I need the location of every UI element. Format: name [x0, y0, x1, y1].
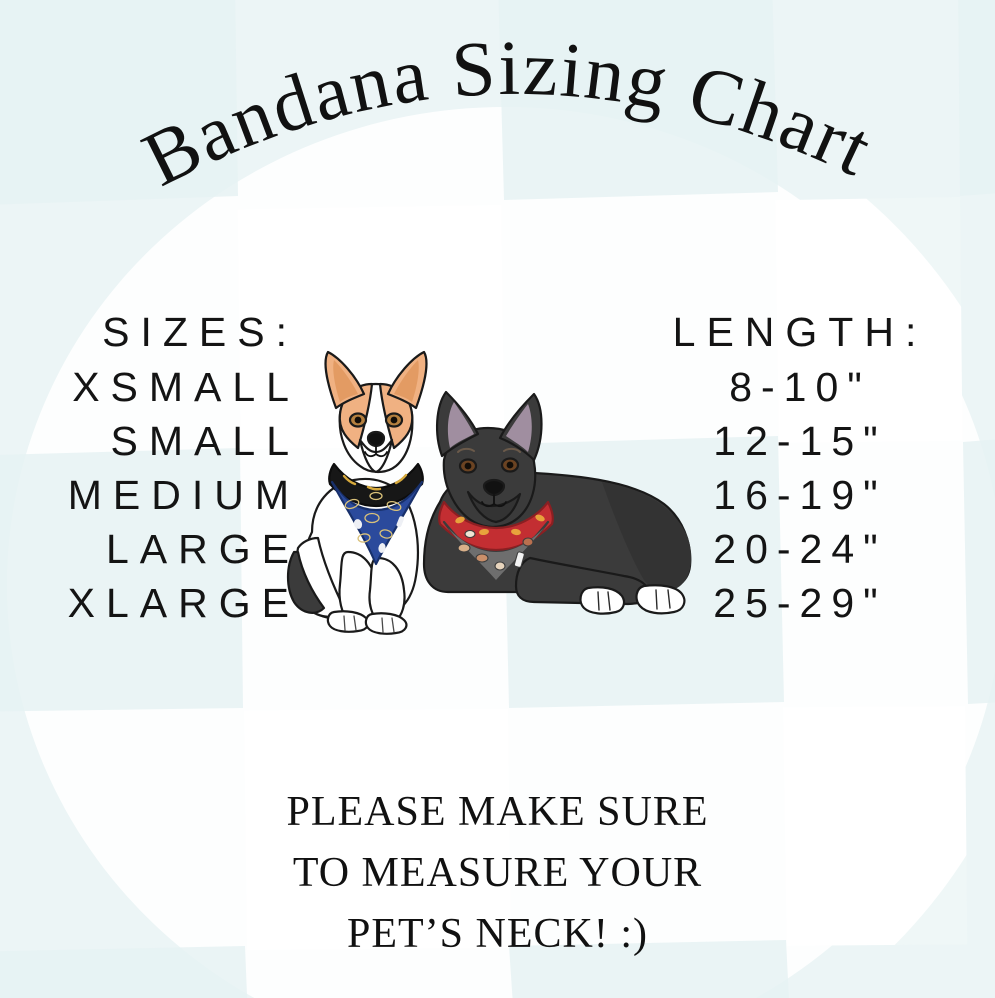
length-row-large: 20-24": [713, 526, 887, 572]
note-line-1: PLEASE MAKE SURE: [286, 789, 709, 835]
title-textpath: Bandana Sizing Chart: [130, 24, 885, 203]
length-row-xsmall: 8-10": [729, 364, 871, 410]
dogs-svg: [286, 350, 692, 635]
note-line-2: TO MEASURE YOUR: [292, 849, 703, 896]
size-row-small: SMALL: [110, 418, 300, 464]
length-row-small: 12-15": [713, 418, 887, 464]
note-line-3: PET’S NECK! :): [347, 910, 648, 957]
measure-note: PLEASE MAKE SURE TO MEASURE YOUR PET’S N…: [0, 782, 995, 965]
length-row-medium: 16-19": [713, 472, 887, 518]
page-title: Bandana Sizing Chart: [0, 0, 995, 260]
length-row-xlarge: 25-29": [713, 580, 887, 626]
dog-left-corgi-mix: [286, 350, 428, 635]
size-row-xlarge: XLARGE: [67, 580, 300, 626]
lengths-header: LENGTH:: [672, 309, 928, 355]
title-arc-svg: Bandana Sizing Chart: [130, 24, 887, 203]
size-row-xsmall: XSMALL: [72, 364, 300, 410]
dog-right-black-shepherd: [422, 390, 692, 615]
title-text: Bandana Sizing Chart: [130, 24, 887, 203]
sizes-column: SIZES: XSMALL SMALL MEDIUM LARGE XLARGE: [0, 312, 300, 637]
size-row-large: LARGE: [106, 526, 300, 572]
sizes-header: SIZES:: [102, 309, 298, 355]
dog-illustration: [272, 350, 732, 652]
size-row-medium: MEDIUM: [67, 472, 300, 518]
lengths-column: LENGTH: 8-10" 12-15" 16-19" 20-24" 25-29…: [660, 312, 940, 637]
